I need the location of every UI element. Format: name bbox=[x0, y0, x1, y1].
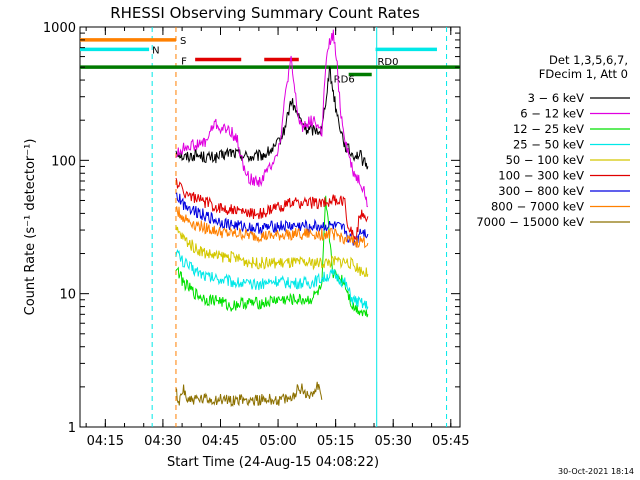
x-tick-label-0: 04:15 bbox=[87, 434, 124, 449]
series-line-8 bbox=[175, 381, 323, 408]
x-tick-label-5: 05:30 bbox=[374, 434, 411, 449]
legend-header-2: FDecim 1, Att 0 bbox=[539, 67, 628, 81]
y-axis-label: Count Rate (s⁻¹ detector⁻¹) bbox=[23, 139, 38, 316]
series-line-0 bbox=[175, 66, 369, 170]
x-tick-label-4: 05:15 bbox=[317, 434, 354, 449]
chart-title: RHESSI Observing Summary Count Rates bbox=[110, 4, 420, 22]
series-line-7 bbox=[175, 206, 369, 249]
y-tick-label-2: 100 bbox=[51, 154, 76, 169]
legend-label-5: 100 − 300 keV bbox=[498, 169, 584, 183]
legend-label-8: 7000 − 15000 keV bbox=[476, 215, 584, 229]
footer-date: 30-Oct-2021 18:14 bbox=[558, 467, 634, 476]
legend-label-4: 50 − 100 keV bbox=[506, 153, 585, 167]
legend-label-3: 25 − 50 keV bbox=[513, 138, 584, 152]
flag-label-s: S bbox=[180, 36, 186, 47]
flag-bars: S N F RD0 RD6 bbox=[80, 36, 460, 86]
flag-label-f: F bbox=[181, 57, 187, 68]
flag-label-rd0: RD0 bbox=[377, 57, 398, 68]
legend-header-1: Det 1,3,5,6,7, bbox=[549, 53, 628, 67]
x-tick-label-6: 05:45 bbox=[432, 434, 469, 449]
x-tick-label-3: 05:00 bbox=[259, 434, 296, 449]
series-line-6 bbox=[175, 192, 369, 248]
legend-label-1: 6 − 12 keV bbox=[520, 107, 584, 121]
series-line-1 bbox=[175, 29, 368, 208]
x-ticks: 04:15 04:30 04:45 05:00 05:15 05:30 05:45 bbox=[85, 27, 470, 449]
series-lines bbox=[175, 29, 369, 408]
series-line-3 bbox=[175, 249, 369, 310]
vertical-markers bbox=[151, 27, 448, 427]
y-tick-label-3: 1000 bbox=[43, 21, 76, 36]
legend-label-6: 300 − 800 keV bbox=[498, 184, 584, 198]
plot-frame bbox=[79, 26, 461, 428]
y-ticks: 1 10 100 1000 bbox=[43, 21, 460, 436]
series-line-5 bbox=[175, 177, 369, 241]
y-tick-label-1: 10 bbox=[59, 288, 76, 303]
x-tick-label-1: 04:30 bbox=[144, 434, 181, 449]
flag-label-n: N bbox=[152, 45, 159, 56]
legend-label-7: 800 − 7000 keV bbox=[491, 200, 584, 214]
legend-label-0: 3 − 6 keV bbox=[528, 91, 585, 105]
flag-label-rd6: RD6 bbox=[334, 75, 355, 86]
series-line-4 bbox=[175, 225, 369, 278]
x-axis-label: Start Time (24-Aug-15 04:08:22) bbox=[167, 455, 379, 470]
x-tick-label-2: 04:45 bbox=[202, 434, 239, 449]
legend-label-2: 12 − 25 keV bbox=[513, 122, 584, 136]
y-tick-label-0: 1 bbox=[68, 421, 76, 436]
legend: Det 1,3,5,6,7, FDecim 1, Att 0 3 − 6 keV… bbox=[476, 53, 630, 229]
series-line-2 bbox=[175, 195, 369, 318]
